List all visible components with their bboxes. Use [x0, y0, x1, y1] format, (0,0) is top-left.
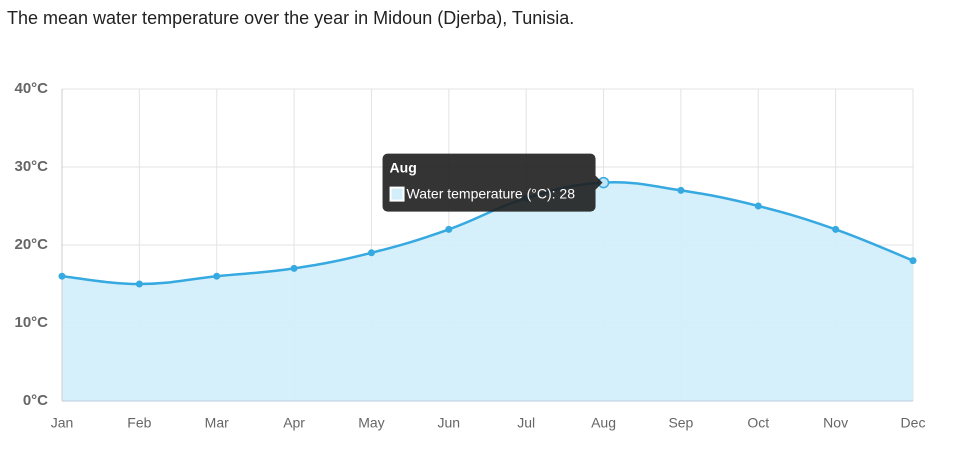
x-tick-label: Jun: [438, 415, 461, 431]
tooltip-label: Water temperature (°C): 28: [407, 185, 576, 201]
point: [213, 272, 221, 280]
x-tick-label: Oct: [747, 415, 769, 431]
x-tick-label: Mar: [205, 415, 229, 431]
chart-title: The mean water temperature over the year…: [7, 8, 574, 28]
y-tick-label: 10°C: [14, 314, 48, 331]
x-tick-label: Jan: [51, 415, 74, 431]
y-tick-label: 0°C: [23, 392, 48, 409]
tooltip-swatch: [389, 186, 405, 202]
point: [290, 264, 298, 272]
x-tick-label: May: [358, 415, 384, 431]
x-tick-label: Aug: [591, 415, 616, 431]
point: [58, 272, 66, 280]
x-tick-label: Jul: [517, 415, 535, 431]
tooltip-title: Aug: [390, 159, 417, 175]
tooltip: Aug Water temperature (°C): 28: [382, 153, 603, 212]
point: [135, 280, 143, 288]
tooltip-box: [382, 153, 596, 212]
point: [909, 257, 917, 265]
point: [832, 225, 840, 233]
point: [367, 249, 375, 257]
point: [677, 186, 685, 194]
x-tick-label: Nov: [823, 415, 848, 431]
x-tick-label: Sep: [668, 415, 693, 431]
x-tick-label: Apr: [283, 415, 305, 431]
x-tick-label: Dec: [901, 415, 926, 431]
tooltip-arrow: [595, 175, 603, 190]
y-tick-label: 20°C: [14, 236, 48, 253]
point: [754, 202, 762, 210]
x-tick-label: Feb: [127, 415, 151, 431]
y-tick-label: 30°C: [14, 158, 48, 175]
y-tick-label: 40°C: [14, 80, 48, 97]
line: [61, 181, 914, 286]
area-fill: [62, 182, 913, 401]
point: [445, 225, 453, 233]
